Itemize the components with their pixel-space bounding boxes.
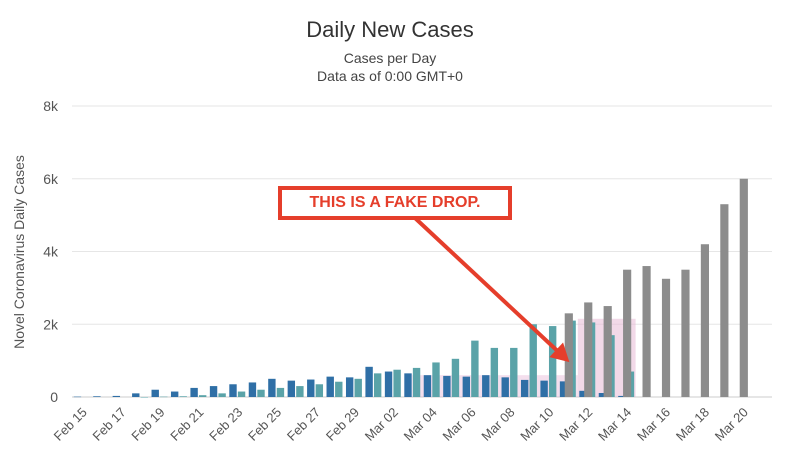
bars xyxy=(73,178,748,398)
bar xyxy=(93,396,101,397)
chart-title: Daily New Cases xyxy=(306,17,474,42)
arrow-head xyxy=(549,342,570,363)
bar xyxy=(229,384,237,397)
bar xyxy=(471,340,479,397)
bar xyxy=(393,369,401,397)
bar xyxy=(603,306,612,397)
bar xyxy=(501,377,509,397)
bar xyxy=(132,393,140,397)
bar xyxy=(623,269,632,397)
bar xyxy=(73,396,82,398)
bar xyxy=(584,302,593,397)
bar xyxy=(140,397,149,398)
bar xyxy=(112,395,121,397)
bar xyxy=(559,381,568,397)
bar xyxy=(384,371,393,397)
y-tick-label: 8k xyxy=(43,98,59,114)
bar xyxy=(287,380,296,397)
annotation-arrow xyxy=(413,216,570,363)
y-tick-label: 2k xyxy=(43,316,59,332)
bar xyxy=(598,392,607,397)
bar xyxy=(462,376,471,397)
bar xyxy=(373,373,382,397)
bar xyxy=(198,395,207,397)
bar xyxy=(237,391,246,397)
bar xyxy=(326,376,334,397)
bar xyxy=(345,377,354,397)
bar xyxy=(642,266,651,397)
bar xyxy=(248,382,257,397)
x-tick-label: Feb 19 xyxy=(128,405,167,444)
x-tick-label: Feb 17 xyxy=(89,405,128,444)
y-tick-label: 4k xyxy=(43,244,59,260)
x-tick-label: Mar 18 xyxy=(673,405,712,444)
y-axis-label: Novel Coronavirus Daily Cases xyxy=(11,155,27,349)
x-tick-label: Feb 25 xyxy=(245,405,284,444)
bar xyxy=(412,367,421,397)
x-tick-label: Mar 12 xyxy=(556,405,595,444)
bar xyxy=(335,381,343,397)
x-tick-label: Mar 20 xyxy=(712,405,751,444)
bar xyxy=(404,373,412,397)
x-tick-label: Mar 16 xyxy=(634,405,673,444)
x-tick-label: Feb 29 xyxy=(323,405,362,444)
bar xyxy=(700,244,709,397)
bar xyxy=(276,387,285,397)
y-tick-label: 0 xyxy=(50,389,58,405)
bar xyxy=(451,358,460,397)
bar xyxy=(190,387,198,397)
bar xyxy=(482,375,490,397)
bar xyxy=(520,379,529,397)
x-tick-label: Mar 10 xyxy=(517,405,556,444)
x-tick-label: Mar 06 xyxy=(440,405,479,444)
bar xyxy=(365,366,373,397)
gridlines xyxy=(72,105,772,398)
bar xyxy=(179,396,187,397)
bar xyxy=(618,395,626,397)
bar xyxy=(739,178,748,397)
bar xyxy=(490,347,499,397)
x-tick-label: Mar 02 xyxy=(362,405,401,444)
bar xyxy=(443,375,451,397)
bar xyxy=(529,324,537,397)
bar xyxy=(432,362,440,397)
bar xyxy=(209,386,218,397)
chart-subtitle: Cases per Day xyxy=(344,50,437,66)
bar xyxy=(151,389,159,397)
x-tick-label: Feb 21 xyxy=(167,405,206,444)
x-tick-label: Mar 08 xyxy=(478,405,517,444)
x-tick-label: Feb 23 xyxy=(206,405,245,444)
y-tick-label: 6k xyxy=(43,171,59,187)
bar xyxy=(661,278,671,397)
annotation-text: THIS IS A FAKE DROP. xyxy=(309,194,481,211)
bar xyxy=(720,204,729,397)
bar xyxy=(160,396,168,398)
annotation-box: THIS IS A FAKE DROP. xyxy=(278,186,512,220)
chart-subtitle-date: Data as of 0:00 GMT+0 xyxy=(317,68,463,84)
bar xyxy=(296,386,304,397)
bar xyxy=(681,269,690,397)
bar xyxy=(548,326,557,397)
bar xyxy=(257,389,265,397)
bar xyxy=(354,378,362,397)
bar xyxy=(564,313,573,397)
x-tick-label: Mar 04 xyxy=(401,405,440,444)
arrow-shaft xyxy=(413,216,567,360)
x-tick-label: Mar 14 xyxy=(595,405,634,444)
x-tick-label: Feb 15 xyxy=(51,405,90,444)
bar xyxy=(423,375,432,397)
x-tick-label: Feb 27 xyxy=(284,405,323,444)
bar xyxy=(170,391,179,397)
bar xyxy=(579,390,587,397)
bar xyxy=(268,378,276,397)
bar xyxy=(315,384,324,397)
bar xyxy=(307,379,315,397)
bar xyxy=(510,347,518,397)
bar xyxy=(218,393,226,397)
bar xyxy=(540,380,548,397)
